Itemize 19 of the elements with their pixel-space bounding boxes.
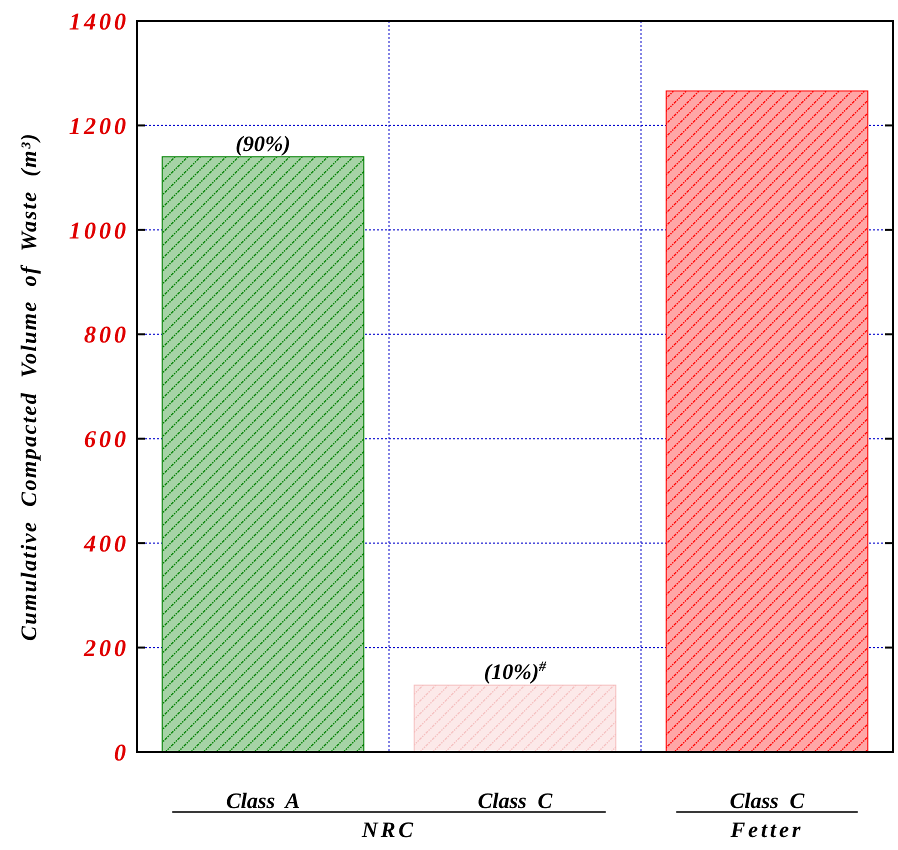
x-tick-label: Class C	[478, 788, 553, 813]
y-tick-label: 200	[83, 636, 129, 662]
annotation: (90%)	[236, 130, 290, 156]
text: Fetter	[730, 817, 804, 842]
y-tick-label: 600	[84, 427, 129, 454]
y-tick-label: 1000	[69, 218, 129, 244]
bar	[666, 90, 868, 752]
x-tick-label: Class A	[226, 788, 300, 813]
bar	[162, 156, 364, 752]
y-tick-label: 0	[114, 740, 129, 766]
y-axis-title: Cumulative Compacted Volume of Waste (m³)	[16, 132, 41, 641]
y-tick-label: 1200	[69, 114, 129, 140]
annotation: (10%)$^{#}$	[484, 659, 547, 684]
bar	[414, 684, 616, 752]
text: NRC	[360, 817, 416, 842]
x-tick-label: Class C	[730, 788, 805, 813]
y-tick-label: 800	[84, 322, 129, 349]
y-tick-label: 400	[83, 532, 129, 558]
y-tick-label: 1400	[69, 9, 129, 36]
